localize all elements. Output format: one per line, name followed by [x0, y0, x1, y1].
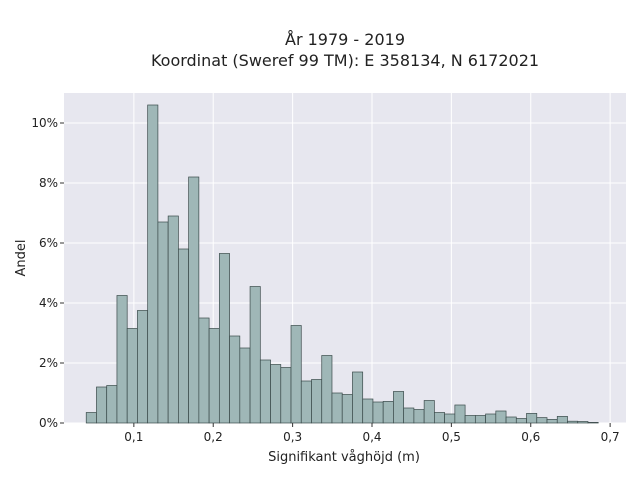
histogram-bar: [259, 359, 271, 424]
y-axis-label: Andel: [14, 240, 29, 277]
histogram-bar: [567, 420, 579, 424]
histogram-bar: [587, 422, 599, 424]
histogram-bar: [403, 407, 415, 424]
histogram-bar: [393, 391, 405, 424]
histogram-bar: [505, 416, 517, 424]
x-tick-label: 0,1: [124, 430, 143, 444]
y-tick-label: 10%: [31, 116, 58, 130]
histogram-bar: [413, 409, 425, 424]
histogram-bar: [577, 421, 589, 424]
histogram-bar: [536, 417, 548, 424]
histogram-bar: [157, 221, 169, 424]
histogram-bar: [137, 310, 149, 424]
x-tick-label: 0,6: [521, 430, 540, 444]
histogram-bar: [126, 328, 138, 424]
histogram-bar: [515, 418, 527, 424]
histogram-bar: [147, 104, 159, 424]
histogram-bar: [270, 364, 282, 424]
histogram-bar: [229, 335, 241, 424]
x-axis-label: Signifikant våghöjd (m): [268, 450, 420, 465]
y-tick-label: 6%: [39, 236, 58, 250]
histogram-bar: [208, 328, 220, 424]
x-tick-label: 0,2: [204, 430, 223, 444]
histogram-bar: [485, 413, 497, 424]
histogram-bar: [290, 325, 302, 424]
x-tick-label: 0,7: [601, 430, 620, 444]
histogram-bar: [167, 215, 179, 424]
histogram-bar: [464, 415, 476, 424]
histogram-bar: [249, 286, 261, 424]
histogram-bar: [311, 379, 323, 424]
histogram-bar: [188, 176, 200, 424]
chart-title-line-1: År 1979 - 2019: [285, 30, 405, 49]
x-tick-label: 0,4: [362, 430, 381, 444]
histogram-bar: [280, 367, 292, 424]
y-tick-label: 4%: [39, 296, 58, 310]
histogram-bar: [331, 392, 343, 424]
histogram-bar: [352, 371, 364, 424]
histogram-bar: [106, 385, 118, 424]
histogram-bar: [382, 401, 394, 424]
histogram-bar: [85, 412, 97, 424]
histogram-bar: [362, 398, 374, 424]
histogram-bar: [423, 400, 435, 424]
histogram-bar: [454, 404, 466, 424]
histogram-bar: [372, 401, 384, 424]
histogram-bar: [495, 410, 507, 424]
x-tick-label: 0,5: [442, 430, 461, 444]
y-tick-label: 2%: [39, 356, 58, 370]
histogram-bar: [198, 317, 210, 424]
histogram-bar: [178, 248, 189, 424]
histogram-bar: [116, 295, 128, 424]
histogram-bar: [474, 415, 486, 424]
histogram-bar: [444, 413, 456, 424]
y-tick-label: 8%: [39, 176, 58, 190]
histogram-bar: [556, 416, 568, 424]
y-tick-label: 0%: [39, 416, 58, 430]
x-axis-ticks: 0,1 0,2 0,3 0,4 0,5 0,6 0,7: [124, 423, 620, 444]
bars: [85, 104, 599, 424]
histogram-bar: [96, 386, 108, 424]
histogram-bar: [239, 347, 251, 424]
histogram-bar: [526, 413, 538, 424]
histogram-bar: [434, 412, 445, 424]
histogram-bar: [341, 394, 353, 424]
histogram-bar: [300, 380, 312, 424]
histogram-bar: [218, 253, 230, 424]
histogram-bar: [321, 355, 333, 424]
histogram-bar: [546, 419, 558, 424]
x-tick-label: 0,3: [283, 430, 302, 444]
y-axis-ticks: 0% 2% 4% 6% 8% 10%: [31, 116, 64, 430]
chart-title-line-2: Koordinat (Sweref 99 TM): E 358134, N 61…: [151, 51, 539, 70]
